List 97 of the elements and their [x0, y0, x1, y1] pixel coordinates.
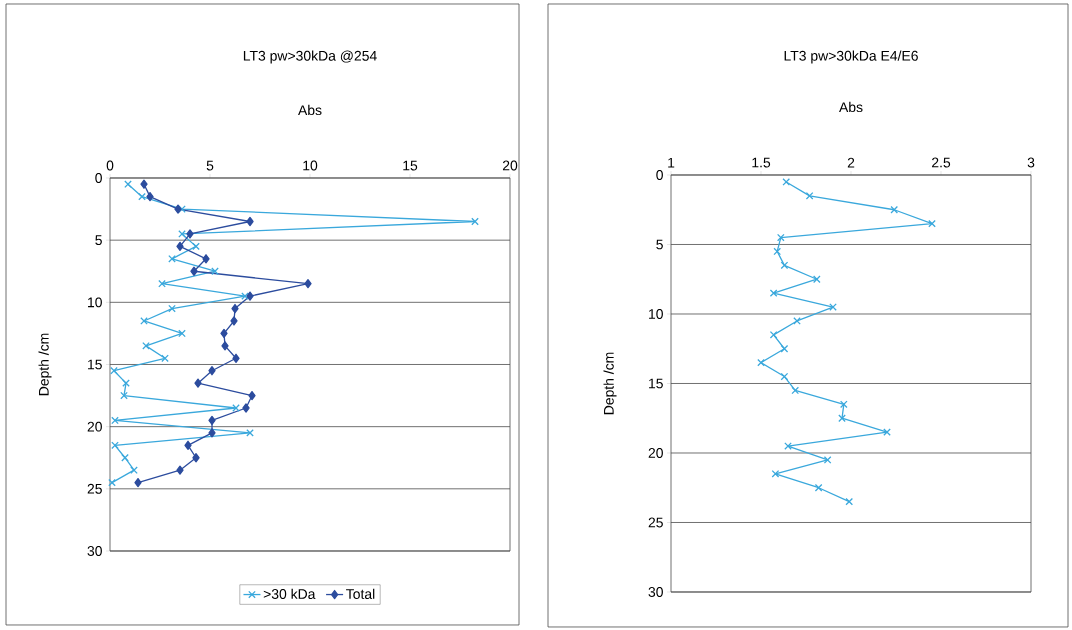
y-tick-label: 30 — [87, 546, 102, 556]
point — [757, 358, 765, 367]
point — [928, 219, 936, 228]
point — [208, 428, 216, 438]
point — [122, 379, 130, 387]
x-axis-title: Abs — [298, 104, 322, 116]
x-tick-label: 20 — [502, 160, 518, 171]
x-tick-label: 10 — [303, 160, 318, 171]
point — [221, 341, 229, 351]
point — [158, 279, 166, 288]
point — [186, 229, 194, 239]
point — [839, 400, 848, 409]
y-tick-label: 30 — [648, 587, 663, 597]
point — [130, 466, 138, 475]
point — [230, 316, 238, 326]
point — [242, 403, 250, 413]
point — [134, 477, 142, 488]
point — [192, 242, 200, 251]
point — [174, 204, 182, 214]
point — [791, 386, 800, 395]
y-axis-title: Depth /cm — [603, 352, 617, 415]
point — [208, 415, 216, 426]
x-tick-label: 5 — [206, 160, 214, 171]
y-tick-label: 0 — [656, 170, 663, 180]
point — [771, 470, 780, 478]
y-tick-label: 10 — [649, 309, 663, 319]
y-tick-label: 5 — [95, 235, 102, 246]
point — [241, 292, 249, 300]
y-tick-label: 5 — [656, 239, 663, 250]
chart-title: LT3 pw>30kDa @254 — [243, 50, 377, 64]
point — [883, 428, 891, 436]
point — [211, 267, 219, 276]
point — [124, 180, 132, 189]
point — [178, 329, 186, 338]
point — [208, 366, 216, 376]
y-axis-title: Depth /cm — [38, 333, 52, 396]
x-tick-label: 1.5 — [752, 157, 771, 168]
point — [304, 279, 312, 289]
point — [142, 342, 150, 350]
point — [168, 254, 176, 263]
point — [108, 478, 116, 487]
point — [769, 289, 778, 297]
point — [780, 344, 789, 353]
y-tick-label: 15 — [88, 359, 102, 370]
point — [120, 391, 128, 400]
point — [248, 390, 256, 401]
point — [845, 497, 854, 506]
point — [776, 233, 785, 242]
legend-label: Total — [346, 588, 375, 599]
chart-title: LT3 pw>30kDa E4/E6 — [784, 50, 918, 64]
y-tick-label: 20 — [87, 421, 102, 432]
point — [220, 328, 228, 339]
point — [769, 331, 778, 339]
x-tick-label: 3 — [1027, 157, 1035, 168]
point — [111, 416, 119, 425]
point — [780, 261, 789, 270]
x-tick-label: 1 — [668, 157, 675, 168]
x-tick-label: 15 — [403, 160, 418, 171]
point — [161, 354, 169, 363]
y-tick-label: 15 — [649, 378, 663, 389]
point — [111, 441, 119, 450]
point — [190, 266, 198, 276]
point — [782, 178, 791, 186]
point — [146, 191, 154, 202]
point — [246, 291, 254, 301]
x-axis-title: Abs — [839, 101, 863, 113]
point — [773, 247, 782, 256]
point — [471, 217, 479, 226]
point — [202, 254, 210, 264]
y-tick-label: 25 — [648, 517, 663, 528]
point — [184, 440, 192, 450]
legend-label: >30 kDa — [263, 588, 316, 599]
point — [814, 483, 823, 492]
y-tick-label: 20 — [648, 448, 663, 458]
point — [140, 179, 148, 189]
point — [823, 456, 832, 464]
y-tick-label: 25 — [87, 483, 102, 494]
x-tick-label: 0 — [106, 160, 114, 171]
point — [838, 414, 846, 423]
point — [176, 241, 184, 252]
point — [194, 378, 202, 388]
point — [232, 353, 240, 363]
x-tick-label: 2 — [847, 157, 855, 168]
point — [192, 453, 200, 463]
point — [138, 192, 146, 201]
y-tick-label: 10 — [88, 297, 102, 308]
point — [805, 192, 814, 200]
point — [231, 303, 239, 314]
point — [121, 453, 129, 462]
point — [176, 465, 184, 475]
point — [168, 304, 176, 313]
point — [110, 366, 118, 375]
point — [246, 216, 254, 227]
y-tick-label: 0 — [95, 173, 102, 183]
x-tick-label: 2.5 — [932, 157, 951, 168]
point — [140, 317, 148, 325]
point — [246, 429, 254, 437]
